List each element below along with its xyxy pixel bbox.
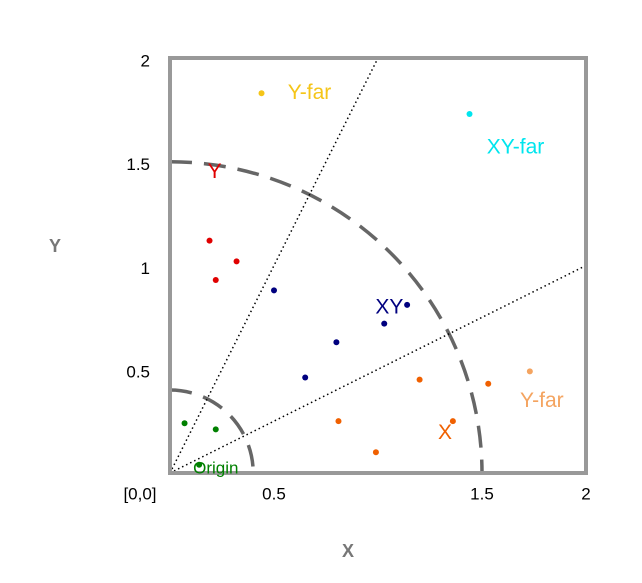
point	[335, 418, 342, 425]
x-tick-label: 1.5	[470, 484, 494, 503]
plot-frame	[168, 56, 588, 475]
region-boundary	[170, 388, 255, 473]
x-axis-label: X	[342, 541, 354, 561]
x-tick-label: [0,0]	[123, 484, 156, 503]
point	[233, 258, 240, 265]
series-label: XY	[375, 295, 403, 318]
series-label: XY-far	[487, 136, 545, 159]
point	[196, 461, 203, 468]
sector-boundary	[170, 58, 379, 473]
point	[271, 287, 277, 294]
series-label: Origin	[193, 459, 238, 478]
series-label: Y	[208, 160, 222, 183]
point	[466, 111, 473, 118]
point	[258, 90, 265, 97]
y-tick-label: 1.5	[126, 155, 150, 174]
y-axis-label: Y	[49, 236, 61, 256]
point	[449, 418, 456, 425]
y-tick-label: 0.5	[126, 363, 150, 382]
sector-boundary	[170, 264, 586, 473]
point	[212, 426, 219, 433]
point	[416, 376, 423, 383]
series-label: Y-far	[520, 389, 564, 412]
y-tick-label: 1	[141, 259, 150, 278]
point	[302, 374, 309, 381]
x-tick-label: 2	[581, 484, 590, 503]
point	[404, 301, 411, 308]
point	[372, 449, 379, 456]
point	[381, 320, 388, 327]
y-tick-label: 2	[141, 51, 150, 70]
point	[485, 380, 492, 387]
region-boundary	[170, 160, 484, 473]
point	[212, 277, 219, 284]
x-tick-label: 0.5	[262, 484, 286, 503]
point	[206, 237, 213, 244]
point	[526, 368, 533, 375]
series-label: Y-far	[288, 81, 332, 104]
point	[181, 420, 188, 427]
series-label: X	[438, 421, 452, 444]
point	[333, 339, 340, 346]
